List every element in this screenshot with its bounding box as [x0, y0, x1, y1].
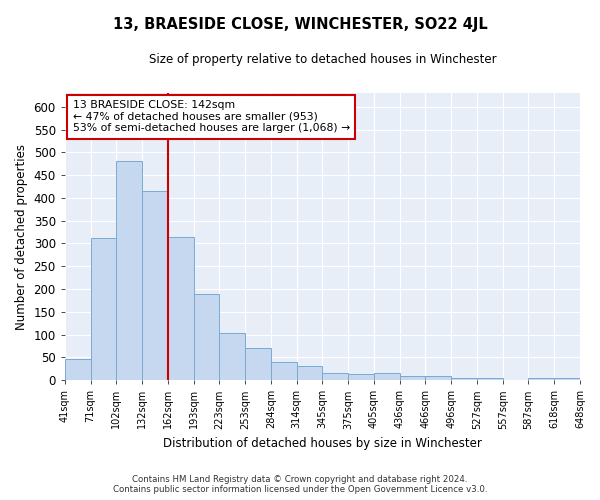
Bar — [529, 378, 554, 380]
Bar — [348, 374, 374, 380]
Bar — [425, 376, 451, 380]
Bar — [477, 378, 503, 380]
Y-axis label: Number of detached properties: Number of detached properties — [15, 144, 28, 330]
Text: Contains HM Land Registry data © Crown copyright and database right 2024.
Contai: Contains HM Land Registry data © Crown c… — [113, 474, 487, 494]
Bar — [322, 374, 348, 380]
Text: 13 BRAESIDE CLOSE: 142sqm
← 47% of detached houses are smaller (953)
53% of semi: 13 BRAESIDE CLOSE: 142sqm ← 47% of detac… — [73, 100, 350, 134]
Bar — [116, 162, 142, 380]
Bar — [451, 378, 477, 380]
Bar — [65, 358, 91, 380]
Bar — [168, 236, 194, 380]
Bar — [296, 366, 322, 380]
Bar — [271, 362, 296, 380]
Text: 13, BRAESIDE CLOSE, WINCHESTER, SO22 4JL: 13, BRAESIDE CLOSE, WINCHESTER, SO22 4JL — [113, 18, 487, 32]
Bar — [374, 374, 400, 380]
Bar — [91, 238, 116, 380]
Bar — [220, 333, 245, 380]
X-axis label: Distribution of detached houses by size in Winchester: Distribution of detached houses by size … — [163, 437, 482, 450]
Bar — [142, 191, 168, 380]
Bar — [400, 376, 425, 380]
Title: Size of property relative to detached houses in Winchester: Size of property relative to detached ho… — [149, 52, 496, 66]
Bar — [554, 378, 580, 380]
Bar — [194, 294, 220, 380]
Bar — [245, 348, 271, 380]
